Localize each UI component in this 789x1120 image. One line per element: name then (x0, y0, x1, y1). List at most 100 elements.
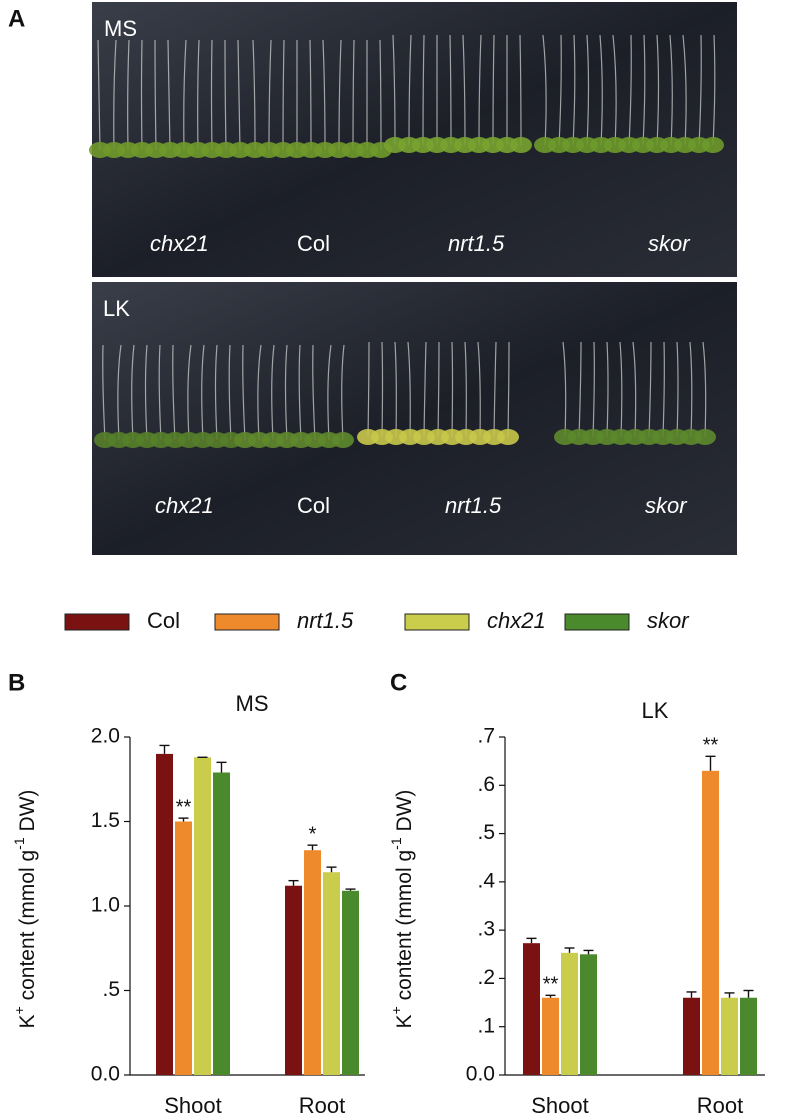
root (606, 341, 609, 438)
root (477, 341, 481, 438)
root (632, 341, 637, 438)
y-tick-label: .7 (477, 725, 495, 748)
legend-label: skor (647, 608, 690, 633)
leaf (694, 429, 716, 445)
root (298, 344, 302, 441)
root (519, 34, 522, 146)
root (586, 34, 590, 146)
legend-label: nrt1.5 (297, 608, 354, 633)
root (423, 341, 427, 438)
seedlings (89, 34, 724, 448)
root (493, 341, 497, 438)
genotype-label: skor (648, 231, 691, 256)
genotype-label: nrt1.5 (448, 231, 505, 256)
bar (683, 997, 700, 1075)
y-axis-label-part: DW) (393, 790, 416, 838)
root (102, 344, 106, 441)
root (252, 39, 256, 151)
significance-label: ** (543, 974, 559, 996)
bar (523, 943, 540, 1075)
y-tick-label: .1 (477, 1014, 495, 1037)
root (449, 34, 452, 146)
root (464, 341, 467, 438)
root (224, 39, 227, 151)
y-axis-label: K+ content (mmol g-1 DW) (11, 790, 39, 1029)
bar (156, 753, 173, 1075)
root (408, 34, 412, 146)
root (341, 344, 345, 441)
root (422, 34, 425, 146)
y-tick-label: .6 (477, 773, 495, 796)
photo (92, 282, 737, 555)
root (312, 344, 316, 441)
y-tick-label: .5 (477, 821, 495, 844)
root (158, 344, 162, 441)
root (478, 34, 482, 146)
y-tick-label: 0.0 (91, 1063, 120, 1086)
bar (740, 997, 757, 1075)
root (702, 341, 707, 438)
root (437, 341, 440, 438)
y-axis-label-part: K (16, 1014, 39, 1028)
root (367, 341, 370, 438)
x-tick-label: Root (299, 1093, 345, 1118)
root (214, 344, 218, 441)
significance-label: * (309, 823, 317, 845)
y-axis-label-part: + (388, 1006, 404, 1014)
root (201, 344, 205, 441)
y-axis-label-part: + (11, 1006, 27, 1014)
root (542, 34, 547, 146)
y-tick-label: 1.5 (91, 809, 120, 832)
y-tick-label: 0.0 (466, 1063, 495, 1086)
x-tick-label: Root (697, 1093, 743, 1118)
legend-swatch (404, 613, 470, 631)
root (268, 39, 272, 151)
root (327, 344, 332, 441)
genotype-label: nrt1.5 (445, 493, 502, 518)
bar (561, 952, 578, 1075)
legend-swatch (214, 613, 280, 631)
root (271, 344, 275, 441)
panel-label: A (8, 5, 25, 32)
root (682, 34, 687, 146)
y-tick-label: 1.0 (91, 894, 120, 917)
bar (194, 757, 211, 1075)
root (628, 34, 632, 146)
root (648, 341, 652, 438)
significance-label: ** (176, 796, 192, 818)
y-axis-label: K+ content (mmol g-1 DW) (388, 790, 416, 1029)
genotype-label: Col (297, 231, 330, 256)
y-axis-label-part: DW) (16, 790, 39, 838)
root (379, 39, 382, 151)
root (462, 34, 466, 146)
root (392, 34, 396, 146)
root (284, 344, 288, 441)
legend-swatch (64, 613, 130, 631)
root (228, 344, 232, 441)
y-axis-label-part: -1 (11, 837, 27, 850)
y-tick-label: .4 (477, 869, 495, 892)
root (117, 344, 122, 441)
root (492, 34, 495, 146)
root (309, 39, 312, 151)
root (562, 341, 567, 438)
root (210, 39, 213, 151)
x-tick-label: Shoot (531, 1093, 589, 1118)
root (642, 34, 646, 146)
root (698, 34, 702, 146)
x-tick-label: Shoot (164, 1093, 222, 1118)
root (407, 341, 411, 438)
root (676, 341, 679, 438)
condition-label: LK (103, 296, 130, 321)
legend-label: Col (147, 608, 180, 633)
chart-title: MS (236, 691, 269, 716)
root (599, 34, 603, 146)
y-axis-label-part: content (mmol g (16, 850, 39, 1006)
root (338, 39, 342, 151)
root (257, 344, 262, 441)
leaf (510, 137, 532, 153)
genotype-label: chx21 (150, 231, 209, 256)
root (669, 34, 673, 146)
